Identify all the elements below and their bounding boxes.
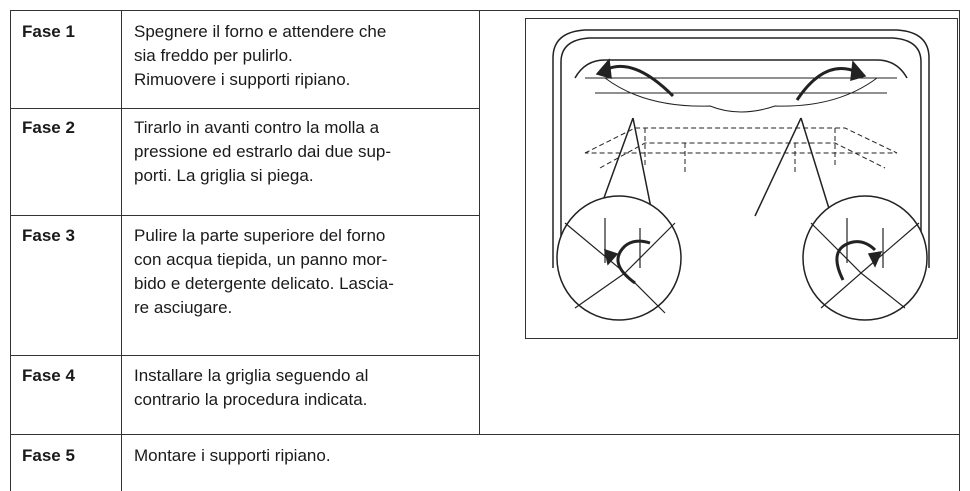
- border: [10, 10, 11, 491]
- border: [959, 10, 960, 491]
- step-label: Fase 2: [22, 118, 75, 137]
- step-text: sia freddo per pulirlo.: [134, 46, 293, 65]
- step-label: Fase 1: [22, 22, 75, 41]
- step-text: Tirarlo in avanti contro la molla a: [134, 118, 380, 137]
- border: [10, 108, 479, 109]
- illustration: [525, 18, 958, 339]
- step-text: con acqua tiepida, un panno mor-: [134, 250, 388, 269]
- step-text: Installare la griglia seguendo al: [134, 366, 369, 385]
- border: [10, 434, 960, 435]
- step-text: bido e detergente delicato. Lascia-: [134, 274, 394, 293]
- border: [479, 10, 480, 434]
- step-text: contrario la procedura indicata.: [134, 390, 368, 409]
- border: [10, 355, 479, 356]
- step-text: Pulire la parte superiore del forno: [134, 226, 386, 245]
- step-text: Rimuovere i supporti ripiano.: [134, 70, 351, 89]
- step-label: Fase 3: [22, 226, 75, 245]
- step-text: porti. La griglia si piega.: [134, 166, 314, 185]
- step-text: Spegnere il forno e attendere che: [134, 22, 387, 41]
- border: [121, 10, 122, 491]
- border: [10, 10, 960, 11]
- step-text: re asciugare.: [134, 298, 233, 317]
- border: [10, 215, 479, 216]
- step-label: Fase 4: [22, 366, 75, 385]
- step-text: Montare i supporti ripiano.: [134, 446, 331, 465]
- step-label: Fase 5: [22, 446, 75, 465]
- step-text: pressione ed estrarlo dai due sup-: [134, 142, 392, 161]
